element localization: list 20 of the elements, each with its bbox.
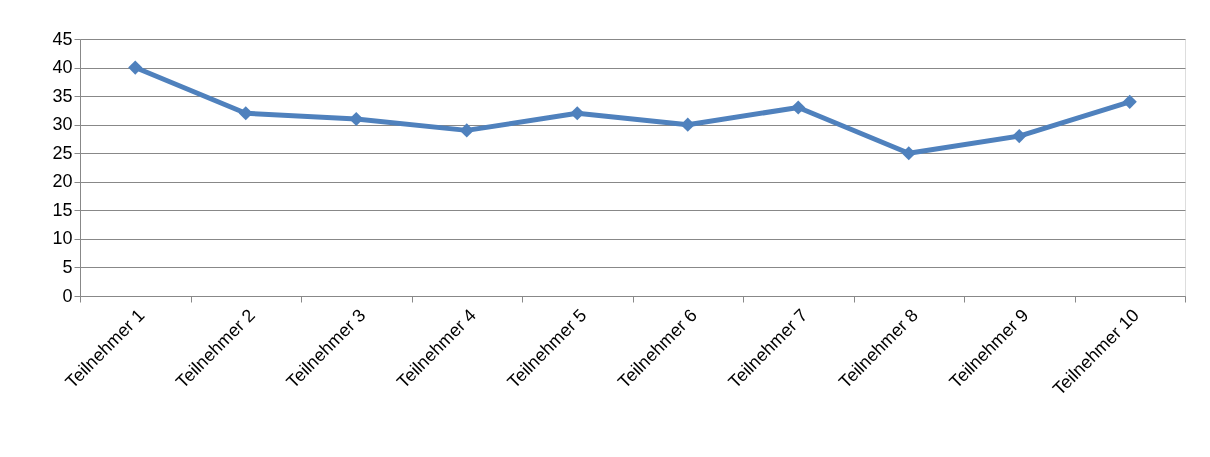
y-tick-label: 40 bbox=[52, 57, 73, 78]
point bbox=[1122, 94, 1137, 109]
point bbox=[238, 106, 253, 121]
y-tick-label: 5 bbox=[62, 256, 73, 277]
point bbox=[570, 106, 585, 121]
y-tick-label: 35 bbox=[52, 85, 73, 106]
y-tick-label: 0 bbox=[62, 285, 73, 306]
y-tick-label: 45 bbox=[52, 28, 73, 49]
y-tick-label: 15 bbox=[52, 199, 73, 220]
point bbox=[680, 117, 695, 132]
point bbox=[128, 60, 143, 75]
point bbox=[791, 100, 806, 115]
point bbox=[349, 111, 364, 127]
y-tick-label: 20 bbox=[52, 171, 73, 192]
point bbox=[1012, 129, 1027, 144]
point bbox=[901, 146, 916, 161]
point bbox=[459, 123, 474, 138]
y-tick-label: 10 bbox=[52, 228, 73, 249]
y-tick-label: 25 bbox=[52, 142, 73, 163]
y-tick-label: 30 bbox=[52, 114, 73, 135]
